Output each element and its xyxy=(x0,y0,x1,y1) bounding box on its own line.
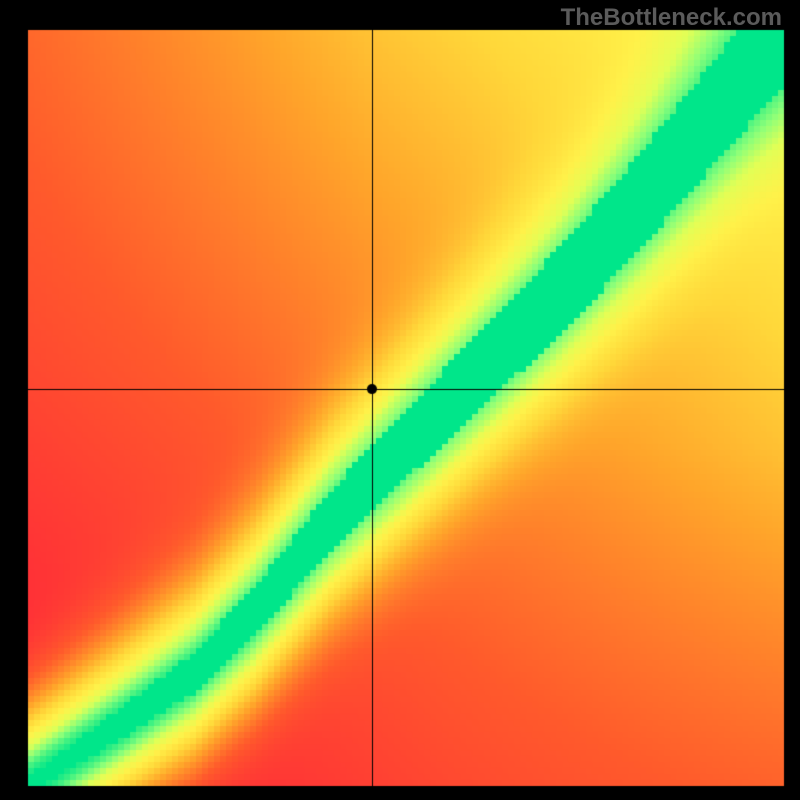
chart-container: TheBottleneck.com xyxy=(0,0,800,800)
bottleneck-heatmap-canvas xyxy=(0,0,800,800)
watermark-text: TheBottleneck.com xyxy=(561,4,782,32)
